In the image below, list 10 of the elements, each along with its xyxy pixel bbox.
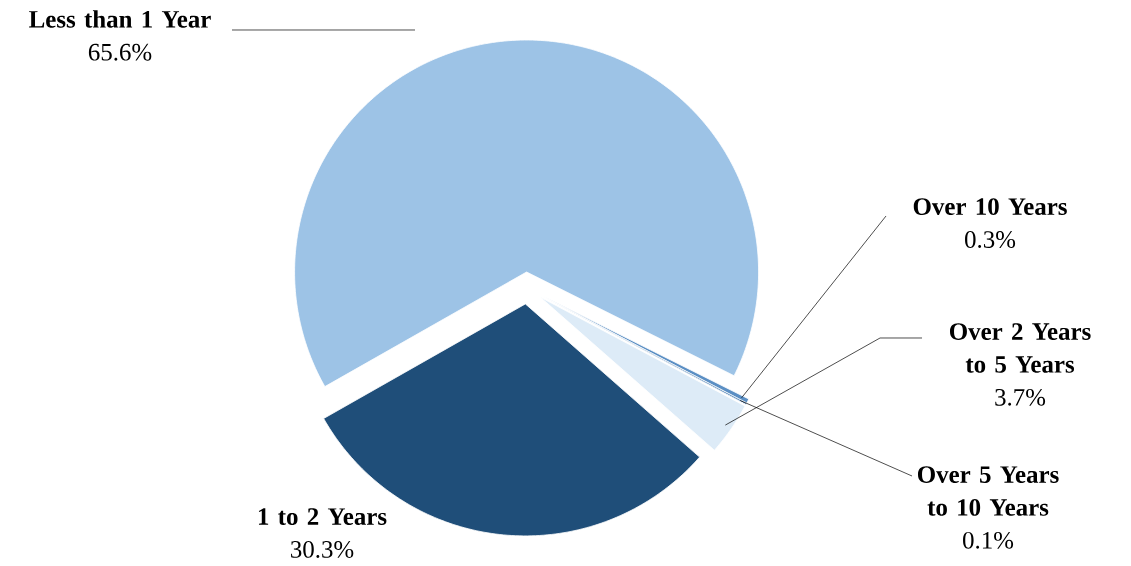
data-label: 65.6% <box>88 43 152 61</box>
data-label: 3.7% <box>995 388 1046 406</box>
data-label: 30.3% <box>291 541 354 558</box>
slice-label: Over 5 Years to 10 Years <box>918 466 1059 516</box>
data-label: 0.1% <box>963 531 1014 549</box>
slice-label: 1 to 2 Years <box>258 508 387 525</box>
slice-label: Less than 1 Year <box>29 10 211 28</box>
slice-label: Over 10 Years <box>913 198 1067 216</box>
slice-label: Over 2 Years to 5 Years <box>950 323 1091 373</box>
data-label: 0.3% <box>965 231 1016 248</box>
